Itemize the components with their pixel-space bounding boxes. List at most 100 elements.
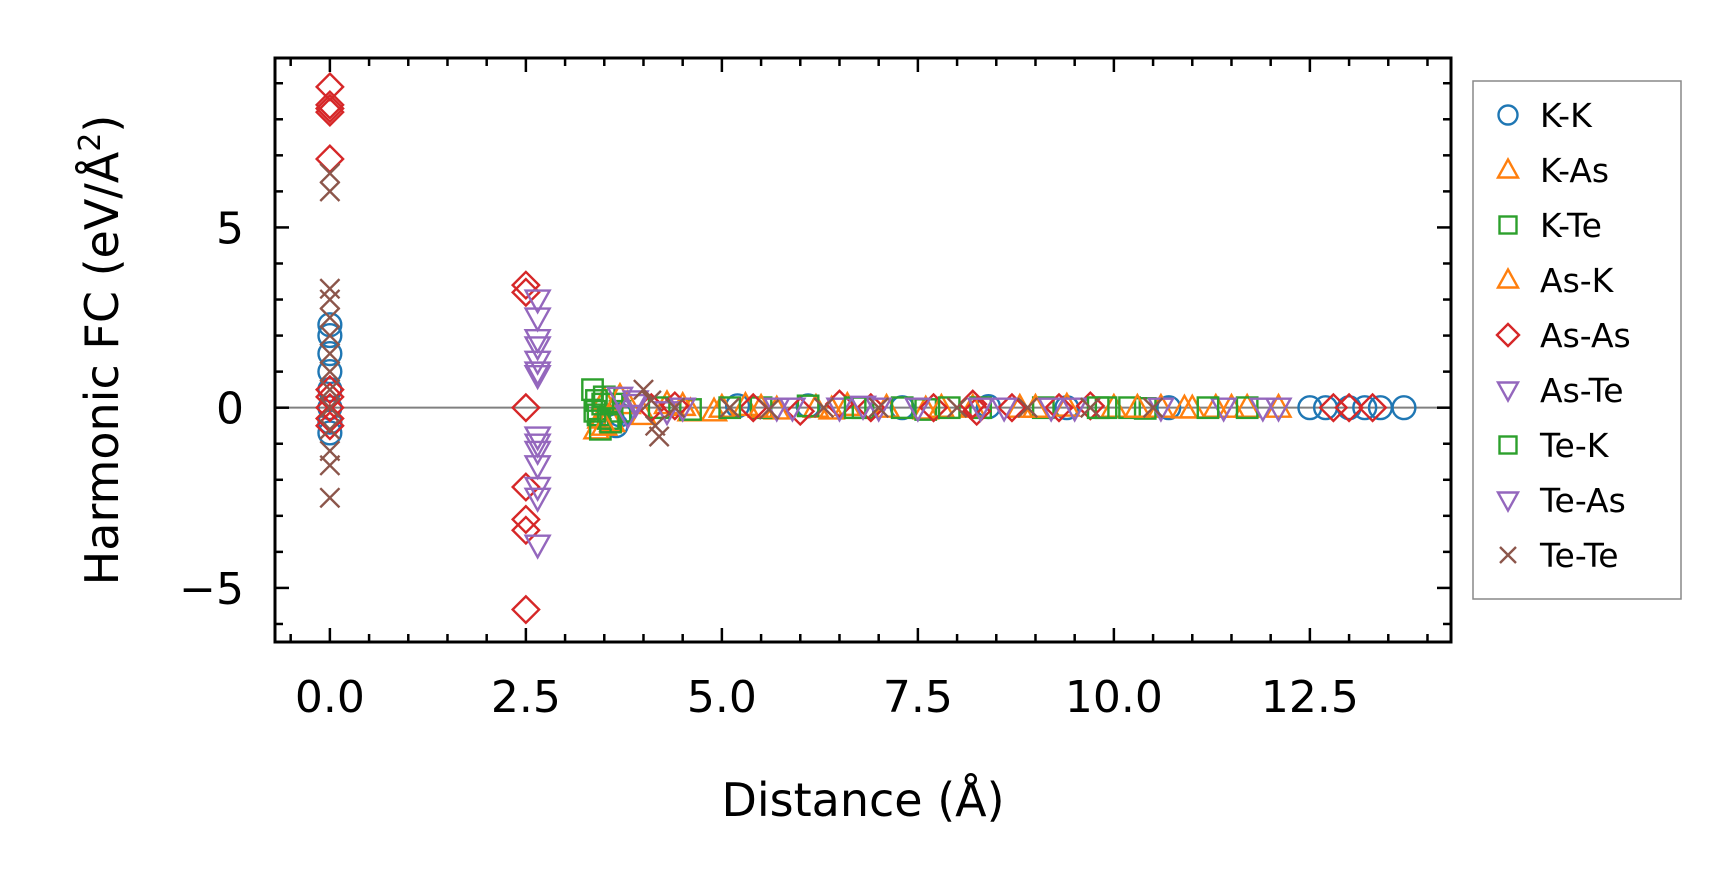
point-as-te [523, 440, 552, 467]
point-te-te [1142, 397, 1164, 419]
x-tick-label: 12.5 [1261, 672, 1359, 723]
x-tick-label: 10.0 [1065, 672, 1163, 723]
point-te-as [1248, 397, 1277, 423]
point-te-as [523, 476, 552, 503]
point-te-k [718, 396, 742, 420]
point-k-k [317, 395, 343, 421]
point-k-k [1352, 395, 1378, 421]
legend-marker-k-k [1497, 104, 1519, 126]
point-te-k [591, 392, 615, 416]
point-te-as [523, 361, 552, 387]
plot-frame [273, 56, 1453, 644]
point-k-k [1156, 395, 1182, 421]
legend-label-as-as: As-As [1540, 316, 1631, 355]
point-te-as [621, 393, 650, 420]
point-te-te [319, 397, 341, 419]
legend-item-te-te: Te-Te [1499, 536, 1619, 575]
legend-item-as-as: As-As [1495, 316, 1631, 355]
y-tick-label: −5 [179, 564, 244, 615]
x-tick-label: 2.5 [491, 672, 561, 723]
point-as-as [510, 277, 541, 308]
point-te-te [319, 361, 341, 383]
point-as-as [510, 392, 541, 423]
point-as-te [523, 487, 552, 513]
point-k-k [317, 322, 343, 349]
point-as-as [314, 403, 345, 434]
legend-label-as-k: As-K [1540, 261, 1615, 300]
legend-label-as-te: As-Te [1540, 371, 1624, 410]
point-te-as [1264, 397, 1293, 423]
point-te-te [319, 278, 341, 300]
point-as-te [652, 401, 682, 427]
legend-label-te-te: Te-Te [1539, 536, 1619, 575]
point-as-te [903, 397, 932, 423]
legend-item-te-as: Te-As [1495, 481, 1626, 520]
point-te-te [319, 418, 341, 440]
point-as-as [918, 392, 949, 423]
point-as-te [1060, 397, 1089, 423]
point-as-as [1044, 392, 1074, 423]
legend-marker-k-te [1498, 215, 1518, 235]
series-as-te [523, 289, 1238, 560]
point-te-te [868, 397, 890, 419]
point-k-k [1391, 395, 1417, 421]
point-te-te [319, 289, 341, 310]
legend-marker-as-k [1495, 267, 1521, 289]
x-tick-label: 0.0 [295, 672, 365, 723]
legend-item-as-k: As-K [1495, 261, 1615, 300]
point-te-te [719, 397, 741, 419]
legend: K-K K-As K-Te As-K As-As As-Te Te-K Te-As Te-Te [1472, 80, 1682, 600]
point-as-as [314, 374, 345, 405]
legend-item-as-te: As-Te [1495, 371, 1624, 410]
point-as-as [510, 515, 541, 546]
point-as-as [314, 381, 345, 412]
point-te-te [758, 399, 780, 420]
point-te-te [319, 454, 341, 476]
legend-marker-te-k [1498, 435, 1518, 455]
legend-marker-te-te [1499, 546, 1517, 564]
point-as-as [1318, 392, 1349, 423]
point-as-te [523, 534, 552, 560]
point-te-te [319, 487, 341, 509]
point-k-k [317, 341, 343, 367]
legend-label-te-k: Te-K [1539, 426, 1610, 465]
point-as-as [1334, 392, 1364, 423]
point-te-te [633, 379, 654, 401]
point-k-te [1235, 396, 1259, 420]
point-as-as [1357, 392, 1388, 423]
point-te-te [644, 415, 666, 437]
point-te-te [1079, 397, 1101, 419]
series-te-te [319, 162, 1164, 509]
point-te-te [319, 307, 341, 329]
point-as-te [523, 365, 552, 391]
y-axis-title: Harmonic FC (eV/Å2) [73, 115, 129, 586]
legend-label-k-k: K-K [1540, 96, 1593, 135]
point-te-te [946, 397, 968, 419]
point-te-te [640, 390, 662, 411]
point-te-te [319, 379, 341, 401]
point-te-as [1037, 397, 1066, 423]
legend-label-te-as: Te-As [1539, 481, 1626, 520]
point-te-te [319, 343, 341, 365]
point-as-te [621, 390, 650, 416]
x-tick-label: 7.5 [883, 672, 953, 723]
point-as-k [590, 410, 619, 436]
point-as-as [510, 472, 541, 502]
legend-label-k-as: K-As [1540, 151, 1609, 190]
point-as-as [314, 93, 345, 124]
point-te-te [319, 325, 341, 347]
legend-label-k-te: K-Te [1540, 206, 1602, 245]
point-k-te [647, 396, 671, 420]
point-te-k [1196, 396, 1220, 420]
point-te-te [648, 426, 670, 447]
point-as-te [864, 397, 893, 423]
legend-item-k-k: K-K [1497, 96, 1593, 135]
point-as-as [510, 594, 541, 625]
point-as-te [523, 307, 552, 333]
point-as-as [314, 392, 345, 423]
legend-item-k-as: K-As [1495, 151, 1609, 190]
point-as-as [510, 270, 541, 301]
legend-marker-as-te [1495, 381, 1521, 403]
point-te-as [778, 397, 807, 423]
point-te-k [1086, 396, 1110, 420]
